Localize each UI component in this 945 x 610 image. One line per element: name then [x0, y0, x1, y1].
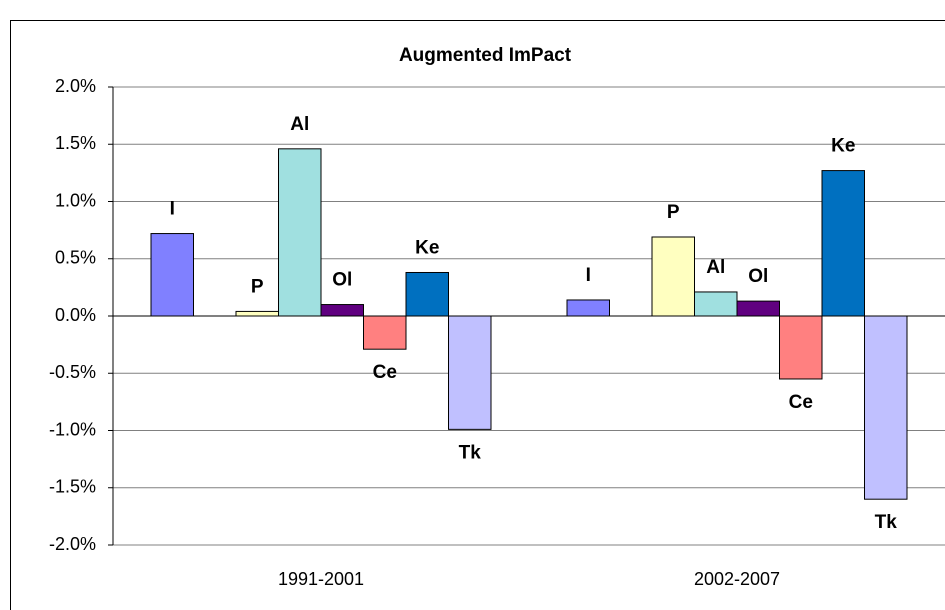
- data-label: Ke: [415, 238, 439, 259]
- data-label: Ke: [831, 136, 855, 157]
- y-tick-label: -2.0%: [49, 534, 96, 554]
- x-tick-label: 1991-2001: [278, 569, 364, 589]
- y-tick-label: 0.0%: [55, 305, 96, 325]
- bar: [235, 310, 279, 317]
- bar: [821, 170, 865, 317]
- x-tick-label: 2002-2007: [694, 569, 780, 589]
- data-label: Tk: [875, 512, 898, 533]
- bar: [566, 299, 610, 317]
- bar: [448, 315, 492, 430]
- y-tick-label: 1.0%: [55, 190, 96, 210]
- bar: [651, 236, 695, 317]
- data-label: Tk: [459, 442, 482, 463]
- bar: [278, 148, 322, 317]
- bar: [736, 300, 780, 317]
- y-tick-label: -1.5%: [49, 477, 96, 497]
- y-tick-label: 1.5%: [55, 133, 96, 153]
- y-tick-label: -0.5%: [49, 362, 96, 382]
- bar: [694, 291, 738, 317]
- chart-title: Augmented ImPact: [399, 45, 572, 66]
- data-label: I: [170, 199, 175, 220]
- data-label: P: [251, 276, 264, 297]
- data-label: Ol: [748, 266, 768, 287]
- bar: [150, 233, 194, 317]
- bar: [363, 315, 407, 350]
- data-label: P: [667, 202, 680, 223]
- data-label: Ce: [373, 362, 397, 383]
- data-label: Al: [706, 257, 725, 278]
- bar: [864, 315, 908, 500]
- data-label: I: [586, 265, 591, 286]
- data-label: Al: [290, 114, 309, 135]
- bar: [320, 304, 364, 317]
- data-label: Ol: [332, 270, 352, 291]
- y-tick-label: 0.5%: [55, 248, 96, 268]
- y-tick-label: -1.0%: [49, 419, 96, 439]
- data-label: Ce: [789, 392, 813, 413]
- bar: [779, 315, 823, 380]
- y-tick-label: 2.0%: [55, 76, 96, 96]
- bar: [405, 271, 449, 317]
